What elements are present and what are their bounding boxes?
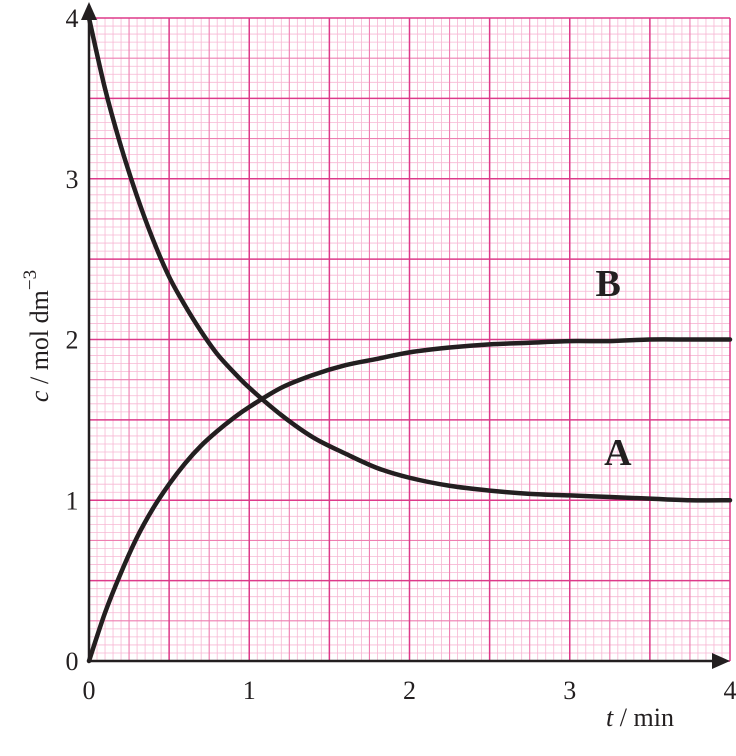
tick-labels: 0 1 2 3 4 0 1 2 3 4 xyxy=(66,4,736,705)
series-labels: BA xyxy=(596,263,633,474)
axes xyxy=(81,2,730,669)
grid xyxy=(88,17,731,662)
y-tick-label: 4 xyxy=(66,4,79,33)
x-tick-label: 4 xyxy=(724,676,736,705)
x-tick-label: 0 xyxy=(83,676,96,705)
series-label-B: B xyxy=(596,263,621,305)
x-tick-label: 1 xyxy=(243,676,256,705)
x-axis-arrow xyxy=(712,653,730,669)
x-axis-label: t / min xyxy=(606,703,674,732)
y-tick-label: 0 xyxy=(66,647,79,676)
y-axis-label: c / mol dm−3 xyxy=(20,270,54,402)
y-tick-label: 3 xyxy=(66,165,79,194)
y-tick-label: 2 xyxy=(66,326,79,355)
x-tick-label: 3 xyxy=(563,676,576,705)
series-curves xyxy=(86,15,733,664)
series-line-A xyxy=(86,15,733,503)
series-line-B xyxy=(86,337,733,664)
x-tick-label: 2 xyxy=(403,676,416,705)
y-tick-label: 1 xyxy=(66,486,79,515)
series-label-A: A xyxy=(604,432,632,474)
y-axis-arrow xyxy=(81,2,97,20)
